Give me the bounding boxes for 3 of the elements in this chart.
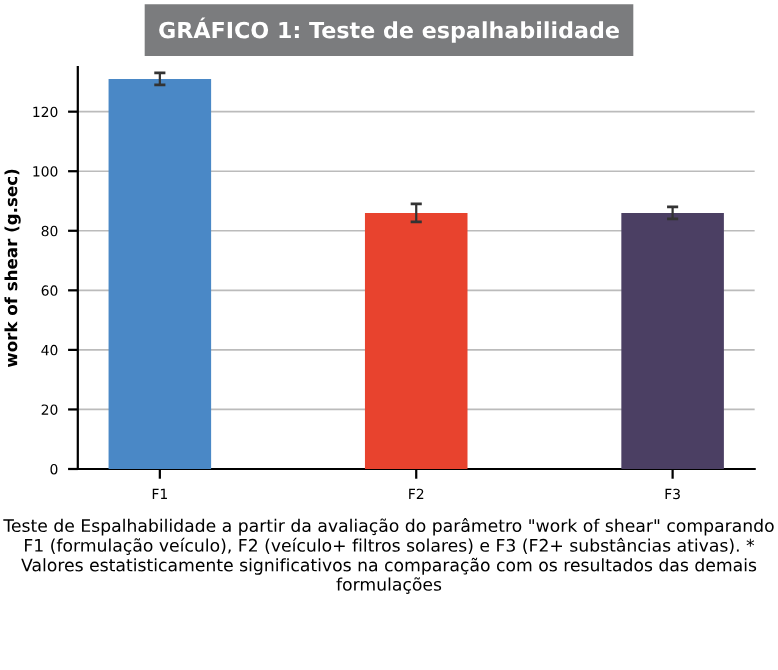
chart-title: GRÁFICO 1: Teste de espalhabilidade (159, 17, 619, 43)
y-axis-title: work of shear (g.sec) (4, 169, 21, 368)
text: Teste de Espalhabilidade a partir da avaliação do parâmetro "work of shear" comparando F1 (formulação veículo), F2 (veículo+ filtros solares) e F3 (F2+ substâncias ativas). * Valores estatisticamente significativos na comparação com os resultados das demais formulações (3, 518, 774, 594)
